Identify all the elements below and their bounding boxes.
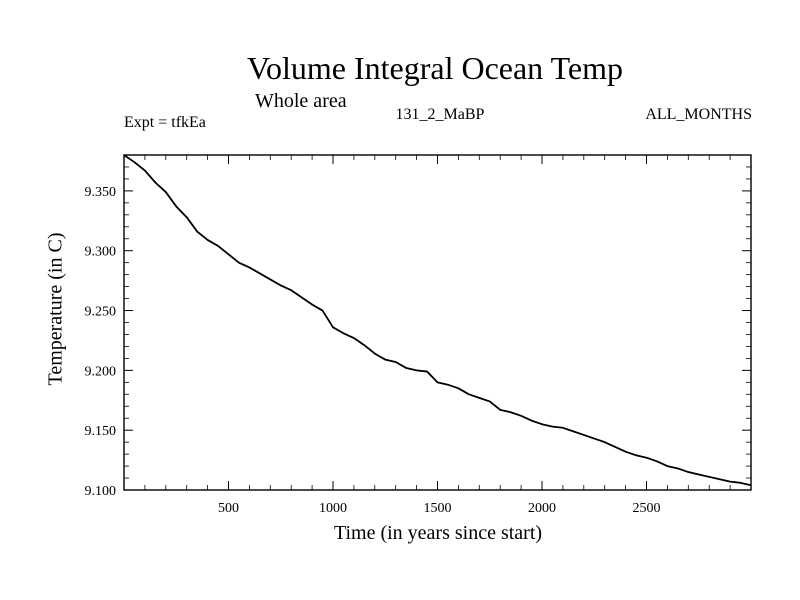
data-point (227, 253, 230, 256)
data-point (478, 397, 481, 399)
data-point (520, 415, 522, 417)
data-point (384, 358, 387, 361)
data-point (708, 476, 710, 478)
data-point (509, 411, 512, 414)
data-point (217, 245, 219, 247)
y-tick-label: 9.100 (85, 484, 117, 499)
data-point (185, 216, 188, 219)
data-point (603, 441, 606, 443)
data-point (269, 278, 272, 281)
data-point (238, 261, 240, 264)
data-point (572, 430, 575, 433)
data-point (750, 484, 752, 487)
data-point (697, 473, 700, 476)
data-point (290, 289, 293, 292)
data-point (394, 361, 397, 363)
data-point (332, 326, 334, 329)
data-point (353, 337, 355, 339)
data-point (279, 284, 282, 287)
data-point (530, 419, 533, 422)
data-point (248, 266, 251, 269)
data-point (321, 309, 324, 312)
y-tick-label: 9.300 (85, 245, 117, 260)
data-point (468, 393, 470, 396)
run-label: 131_2_MaBP (395, 106, 485, 123)
data-point (133, 161, 136, 163)
data-point (499, 409, 502, 411)
data-point (363, 344, 366, 347)
chart-title: Volume Integral Ocean Temp (246, 50, 623, 86)
y-axis-ticks: 9.100 9.150 9.200 9.250 9.300 9.350 (85, 154, 751, 499)
data-point (541, 423, 543, 426)
data-point (165, 191, 167, 193)
data-point (123, 154, 125, 156)
data-point (405, 367, 407, 369)
data-point (614, 446, 616, 448)
x-axis-ticks: 500 1000 1500 2000 2500 (144, 155, 731, 516)
data-point (447, 383, 449, 386)
data-point (624, 450, 627, 453)
experiment-label: Expt = tfkEa (124, 114, 206, 131)
plot-frame (123, 154, 752, 491)
data-point (729, 480, 731, 483)
y-tick-label: 9.200 (85, 364, 117, 379)
x-tick-label: 1500 (424, 501, 452, 516)
y-tick-label: 9.350 (85, 185, 117, 200)
data-point (583, 434, 585, 436)
data-point (488, 400, 491, 403)
data-point (666, 465, 669, 467)
data-point (656, 460, 658, 463)
data-point (154, 181, 157, 184)
data-point (562, 426, 564, 429)
data-point (144, 169, 146, 172)
x-axis-label: Time (in years since start) (333, 522, 543, 544)
data-point (687, 471, 690, 473)
data-point (196, 230, 198, 233)
data-point (551, 425, 554, 428)
x-tick-label: 2000 (528, 501, 556, 516)
y-tick-label: 9.250 (85, 305, 117, 320)
data-point (635, 454, 637, 457)
months-label: ALL_MONTHS (645, 106, 752, 123)
data-point (677, 467, 679, 470)
data-point (374, 352, 376, 355)
data-point (259, 272, 261, 275)
data-point (175, 205, 178, 208)
x-tick-label: 1000 (319, 501, 347, 516)
data-point (436, 381, 439, 384)
data-point (718, 478, 721, 481)
data-point (645, 456, 648, 459)
temperature-series-line (123, 154, 752, 487)
x-tick-label: 500 (218, 501, 239, 516)
x-tick-label: 2500 (633, 501, 661, 516)
data-point (342, 332, 345, 335)
y-tick-label: 9.150 (85, 424, 117, 439)
data-point (593, 437, 596, 440)
data-point (426, 370, 428, 373)
data-point (739, 482, 742, 484)
data-point (415, 369, 418, 372)
data-point (300, 296, 303, 299)
data-point (311, 303, 313, 306)
chart-subtitle: Whole area (255, 90, 347, 112)
data-point (457, 387, 460, 390)
data-point (206, 239, 209, 241)
series-points (123, 154, 752, 487)
